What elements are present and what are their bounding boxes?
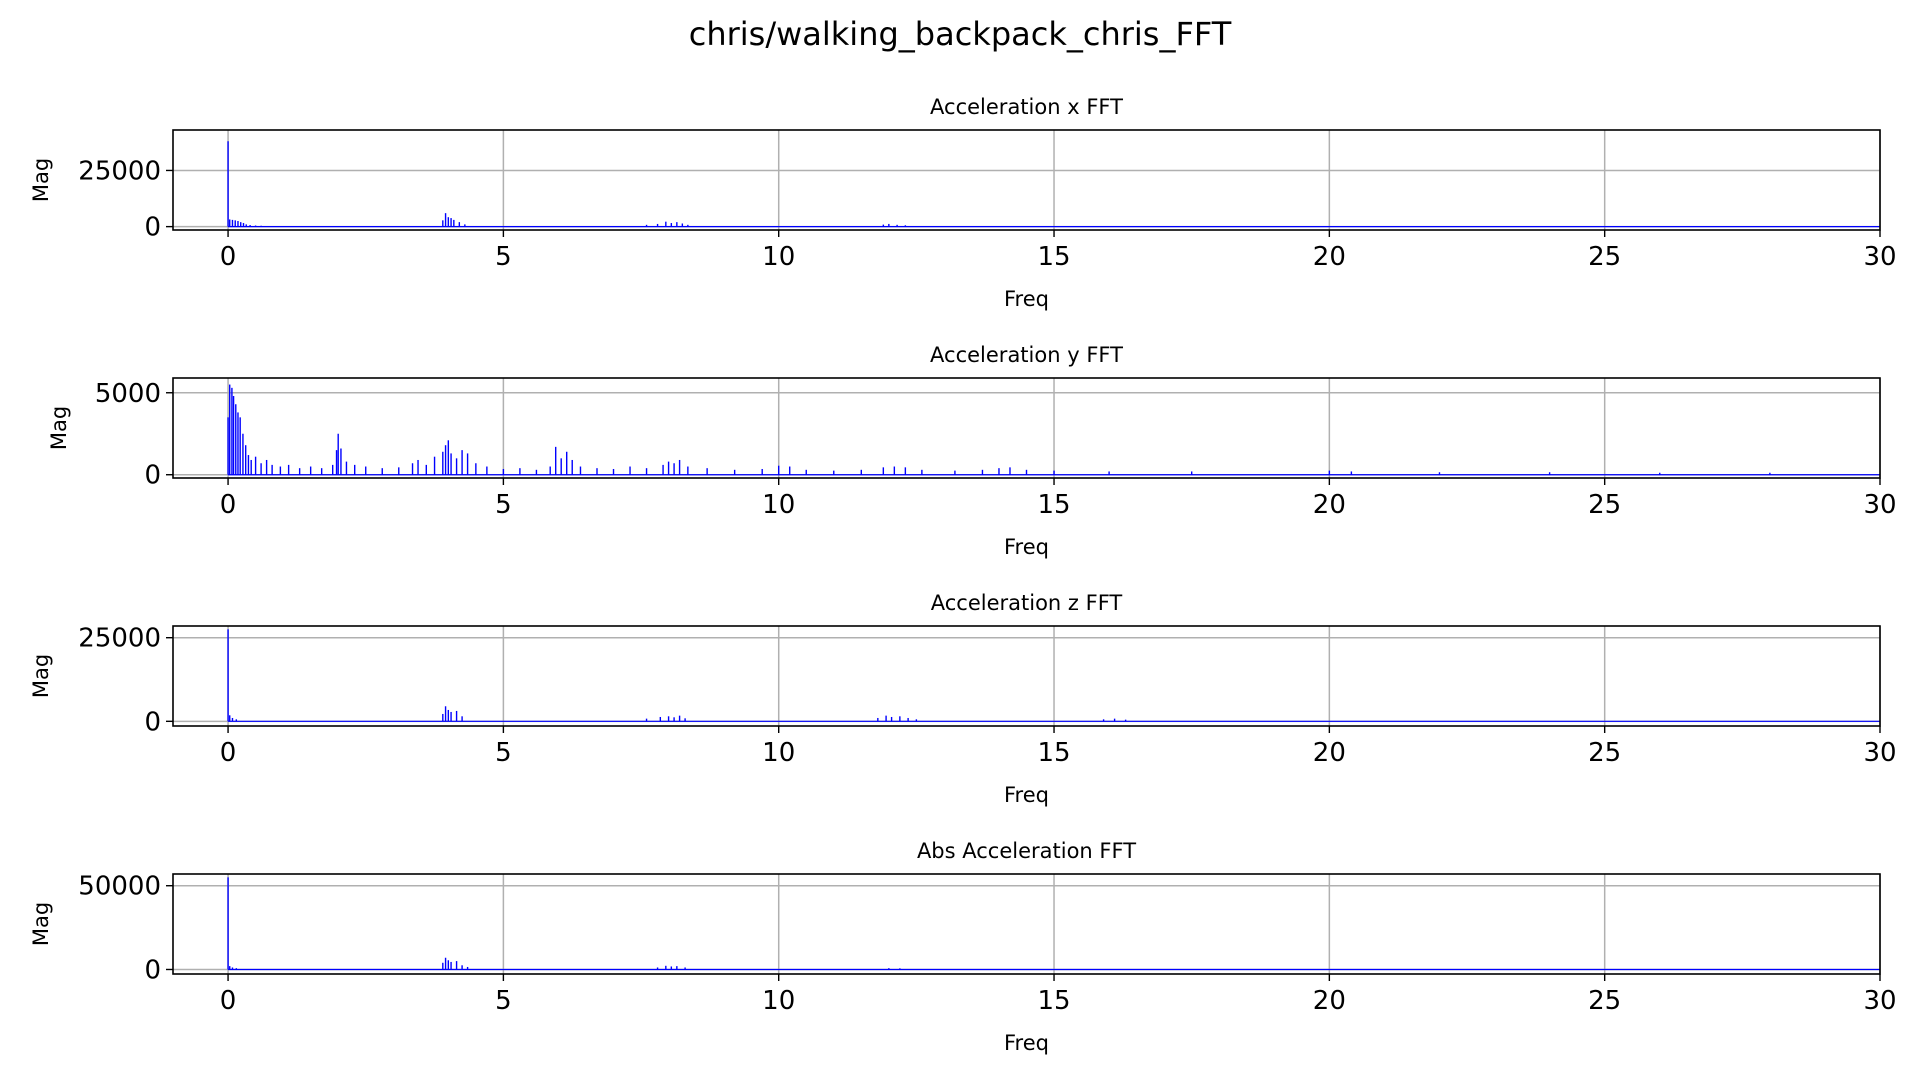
x-tick-label: 5 [495,490,512,520]
series-bars [227,877,1880,971]
series-bars [227,384,1880,476]
x-axis-label: Freq [1004,535,1049,559]
x-tick-label: 20 [1313,242,1346,272]
x-tick-label: 10 [762,738,795,768]
y-tick-label: 0 [144,213,161,243]
x-tick-label: 10 [762,490,795,520]
x-tick-label: 5 [495,242,512,272]
x-tick-label: 30 [1863,242,1896,272]
y-axis-label: Mag [29,654,53,698]
y-tick-label: 25000 [78,156,161,186]
y-tick-label: 50000 [78,872,161,902]
x-axis-label: Freq [1004,783,1049,807]
axes-frame [172,377,1881,479]
y-tick-label: 5000 [95,379,161,409]
x-tick-label: 15 [1037,986,1070,1016]
x-axis-label: Freq [1004,287,1049,311]
subplot-title: Acceleration z FFT [931,591,1123,615]
subplot-4: 0 5 10 15 20 25 30 0 50000 Abs Acceleration FFT Fr… [29,839,1897,1055]
y-axis-label: Mag [47,406,71,450]
x-tick-label: 20 [1313,490,1346,520]
y-axis-label: Mag [29,158,53,202]
x-tick-label: 0 [220,738,237,768]
x-tick-label: 5 [495,738,512,768]
x-tick-label: 0 [220,986,237,1016]
x-tick-label: 25 [1588,986,1621,1016]
axes-frame [172,873,1881,975]
axes-frame [172,129,1881,231]
subplot-title: Acceleration y FFT [930,343,1123,367]
y-tick-label: 0 [144,461,161,491]
x-tick-label: 5 [495,986,512,1016]
x-tick-label: 30 [1863,986,1896,1016]
x-tick-label: 0 [220,490,237,520]
x-tick-label: 0 [220,242,237,272]
subplot-title: Acceleration x FFT [930,95,1123,119]
x-tick-label: 15 [1037,738,1070,768]
y-tick-label: 25000 [78,624,161,654]
x-tick-label: 10 [762,986,795,1016]
subplot-2: 0 5 10 15 20 25 30 0 5000 Acceleration y FFT Freq M… [47,343,1897,559]
x-tick-label: 20 [1313,738,1346,768]
x-axis-label: Freq [1004,1031,1049,1055]
x-tick-label: 30 [1863,490,1896,520]
figure-title: chris/walking_backpack_chris_FFT [689,15,1232,53]
x-tick-label: 25 [1588,738,1621,768]
axes-frame [172,625,1881,727]
series-bars [227,141,1880,228]
x-tick-label: 25 [1588,242,1621,272]
x-tick-label: 20 [1313,986,1346,1016]
x-tick-label: 25 [1588,490,1621,520]
x-tick-label: 30 [1863,738,1896,768]
subplot-title: Abs Acceleration FFT [917,839,1136,863]
y-axis-label: Mag [29,902,53,946]
x-tick-label: 15 [1037,242,1070,272]
subplot-1: 0 5 10 15 20 25 30 0 25000 Acceleration x FFT Freq… [29,95,1897,311]
subplot-3: 0 5 10 15 20 25 30 0 25000 Acceleration z FFT Freq… [29,591,1897,807]
series-bars [227,629,1880,722]
y-tick-label: 0 [144,955,161,985]
x-tick-label: 10 [762,242,795,272]
y-tick-label: 0 [144,707,161,737]
x-tick-label: 15 [1037,490,1070,520]
